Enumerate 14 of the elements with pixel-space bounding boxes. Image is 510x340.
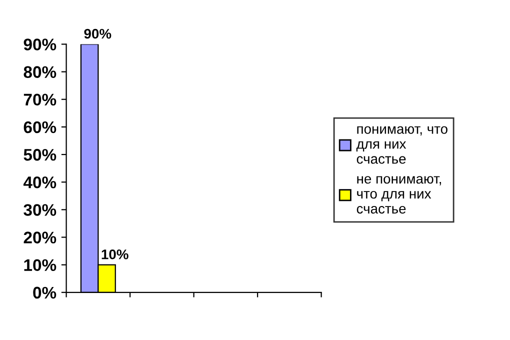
legend-label: не понимают, что для них счастье xyxy=(356,176,442,214)
data-label: 10% xyxy=(102,249,128,260)
y-tick-label: 90% xyxy=(24,38,56,50)
data-label: 90% xyxy=(84,28,112,39)
y-tick-label: 50% xyxy=(24,148,56,161)
y-tick-label: 20% xyxy=(24,232,56,244)
y-tick-label: 40% xyxy=(23,176,56,188)
y-tick-label: 0% xyxy=(33,286,56,299)
y-tick-label: 10% xyxy=(24,259,56,272)
y-tick-label: 60% xyxy=(24,121,56,134)
y-tick-label: 80% xyxy=(24,66,56,78)
y-tick-label: 30% xyxy=(24,204,56,216)
legend-label: понимают, что для них счастье xyxy=(356,126,448,164)
y-tick-label: 70% xyxy=(24,94,56,106)
